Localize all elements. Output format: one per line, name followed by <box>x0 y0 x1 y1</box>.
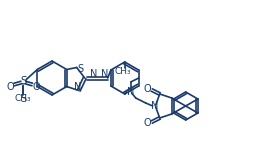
Text: N: N <box>90 69 97 79</box>
Text: S: S <box>78 65 84 74</box>
Text: S: S <box>20 93 26 104</box>
Text: O: O <box>144 118 151 128</box>
Text: N: N <box>74 81 81 92</box>
Text: O: O <box>32 81 40 92</box>
Text: CH₃: CH₃ <box>114 66 131 75</box>
Text: N: N <box>127 87 134 97</box>
Text: CH₃: CH₃ <box>15 94 32 103</box>
Text: O: O <box>144 84 151 94</box>
Text: S: S <box>20 77 27 86</box>
Text: N: N <box>151 101 158 111</box>
Text: N: N <box>101 69 109 79</box>
Text: O: O <box>6 81 14 92</box>
